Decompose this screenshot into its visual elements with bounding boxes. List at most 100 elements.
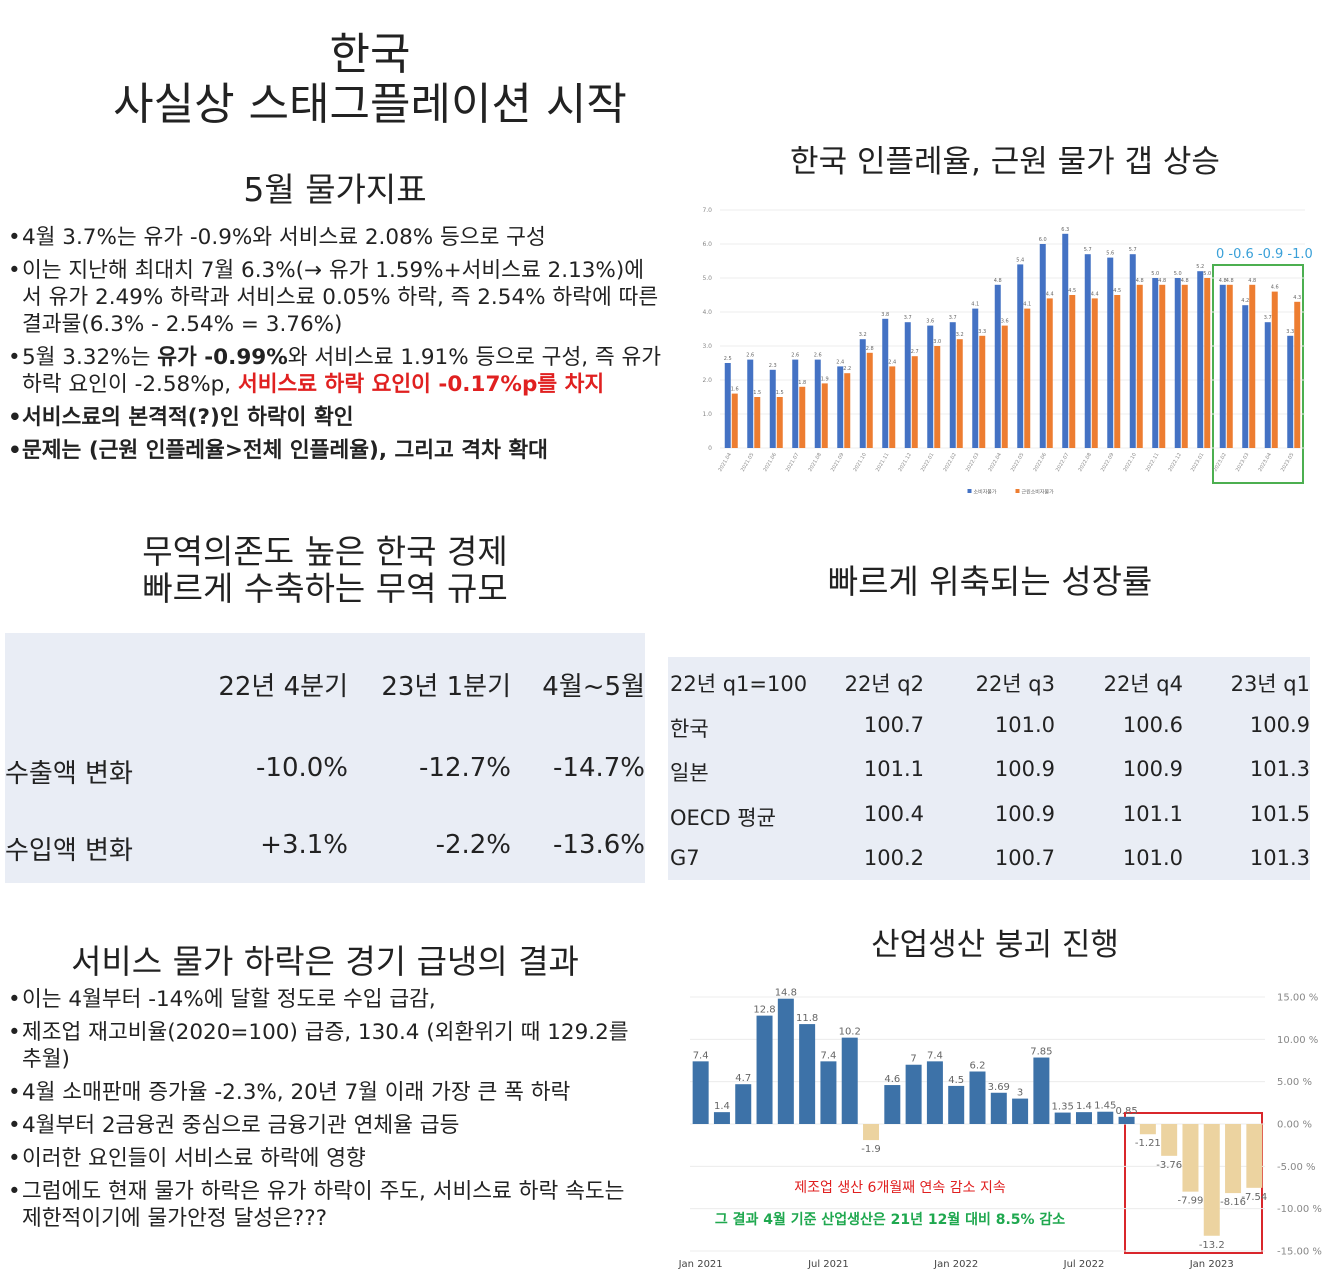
bar (1219, 284, 1226, 448)
bar (1246, 1124, 1263, 1188)
bullet: 제조업 재고비율(2020=100) 급증, 130.4 (외환위기 때 129… (8, 1019, 648, 1073)
column-header: 22년 4분기 (218, 672, 348, 702)
y-tick-label: 5.00 % (1277, 1077, 1312, 1088)
bar (969, 1071, 986, 1124)
bullet-list: 이는 4월부터 -14%에 달할 정도로 수입 급감, 제조업 재고비율(2020… (8, 986, 648, 1238)
bar (1182, 1124, 1199, 1192)
y-tick-label: 6.0 (702, 241, 712, 248)
value-label: 7.4 (693, 1050, 709, 1061)
row-label: 수출액 변화 (5, 759, 133, 789)
x-tick-label: 2022.12 (1167, 452, 1183, 473)
bullet: 이는 지난해 최대치 7월 6.3%(→ 유가 1.59%+서비스료 2.13%… (8, 257, 663, 338)
value-label: 4.5 (948, 1075, 964, 1086)
x-tick-label: 2023.01 (1190, 452, 1206, 473)
bar (884, 1085, 901, 1124)
value-label: 5.0 (1174, 271, 1182, 277)
bar (724, 363, 731, 448)
growth-table: 22년 q1=100 22년 q2 22년 q3 22년 q4 23년 q1 한국 100.… (668, 657, 1310, 880)
bar (979, 335, 986, 448)
bar (1136, 284, 1143, 448)
bar (948, 1085, 965, 1124)
bar (859, 339, 866, 448)
value-label: 3.7 (949, 315, 957, 321)
x-tick-label: 2021.10 (852, 452, 868, 473)
value-label: 2.2 (843, 366, 851, 372)
bullet: 이러한 요인들이 서비스료 하락에 영향 (8, 1145, 648, 1172)
x-tick-label: 2022.04 (987, 452, 1003, 473)
value-label: 5.6 (1106, 251, 1114, 257)
value-label: 5.0 (1203, 271, 1211, 277)
cell: 101.0 (994, 712, 1055, 737)
bar (841, 1037, 858, 1124)
annotation: 제조업 생산 6개월째 연속 감소 지속 (794, 1180, 1006, 1196)
bar (1039, 244, 1046, 448)
x-tick-label: 2022.07 (1055, 452, 1071, 473)
x-tick-label: 2022.10 (1122, 452, 1138, 473)
legend-label: 소비자물가 (974, 489, 997, 496)
bullet: 5월 3.32%는 유가 -0.99%와 서비스료 1.91% 등으로 구성, … (8, 344, 663, 398)
bar (1242, 305, 1249, 448)
bar (863, 1124, 880, 1141)
bar (1226, 284, 1233, 448)
bar (1129, 254, 1136, 448)
cell: 100.9 (1249, 712, 1310, 737)
value-label: 4.3 (1293, 295, 1301, 301)
value-label: 2.4 (888, 359, 896, 365)
bar (1197, 271, 1204, 448)
bar (1084, 254, 1091, 448)
bar (776, 397, 783, 448)
chart-title: 산업생산 붕괴 진행 (871, 927, 1119, 963)
bar (1161, 1124, 1178, 1156)
x-tick-label: Jul 2022 (1063, 1259, 1105, 1270)
value-label: 7.4 (820, 1050, 836, 1061)
bullet: 4월 3.7%는 유가 -0.9%와 서비스료 2.08% 등으로 구성 (8, 224, 663, 251)
y-tick-label: 4.0 (702, 309, 712, 316)
bar (799, 1024, 816, 1124)
section-title: 5월 물가지표 (243, 170, 427, 209)
bar (926, 1061, 943, 1124)
value-label: 2.5 (724, 356, 732, 362)
bar (1159, 284, 1166, 448)
y-tick-label: 15.00 % (1277, 993, 1318, 1004)
title: 한국 (329, 29, 411, 80)
value-label: 10.2 (839, 1027, 861, 1038)
y-tick-label: -5.00 % (1277, 1162, 1316, 1173)
cell: -12.7% (419, 753, 511, 783)
chart-title: 한국 인플레율, 근원 물가 갭 상승 (790, 144, 1220, 180)
cell: 100.9 (994, 757, 1055, 781)
value-label: 2.8 (866, 346, 874, 352)
bar (1174, 278, 1181, 448)
value-label: -8.16 (1220, 1197, 1246, 1208)
value-label: 3.3 (1286, 329, 1294, 335)
value-label: 11.8 (796, 1013, 818, 1024)
column-header: 22년 q1=100 (670, 672, 808, 696)
x-tick-label: 2023.02 (1212, 452, 1228, 473)
value-label: 5.2 (1196, 264, 1204, 270)
x-tick-label: 2021.11 (875, 452, 891, 473)
cell: -2.2% (435, 830, 511, 860)
bar (1249, 284, 1256, 448)
bar (1225, 1124, 1242, 1194)
x-tick-label: 2023.05 (1280, 452, 1296, 473)
bar (777, 998, 794, 1124)
x-tick-label: 2021.04 (717, 452, 733, 473)
value-label: 3.6 (926, 319, 934, 325)
value-label: 7.4 (927, 1050, 943, 1061)
cell: 101.3 (1249, 846, 1310, 870)
bar (1075, 1112, 1092, 1124)
y-tick-label: 10.00 % (1277, 1035, 1318, 1046)
bar (735, 1084, 752, 1124)
value-label: 1.8 (798, 380, 806, 386)
column-header: 22년 q3 (975, 672, 1055, 696)
annotation: 그 결과 4월 기준 산업생산은 21년 12월 대비 8.5% 감소 (715, 1211, 1065, 1228)
bar (949, 322, 956, 448)
y-tick-label: 0.00 % (1277, 1120, 1312, 1131)
trade-table: 22년 4분기 23년 1분기 4월~5월 수출액 변화 -10.0% -12.7% -14… (5, 633, 645, 883)
x-tick-label: 2021.05 (740, 452, 756, 473)
value-label: 3.8 (881, 312, 889, 318)
x-tick-label: 2021.09 (830, 452, 846, 473)
value-label: 1.4 (714, 1101, 730, 1112)
bar (1017, 264, 1024, 448)
value-label: 4.8 (1181, 278, 1189, 284)
value-label: 3.7 (904, 315, 912, 321)
